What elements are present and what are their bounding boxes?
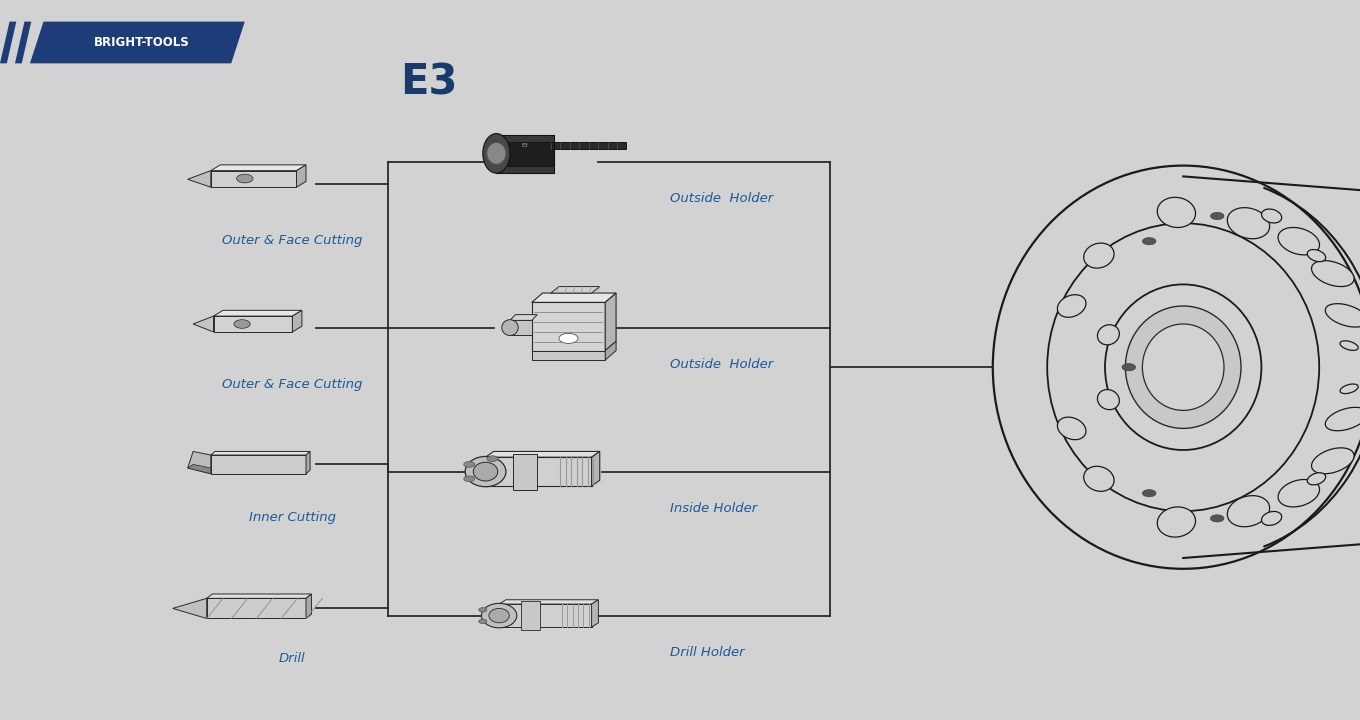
Text: Inside Holder: Inside Holder — [670, 502, 758, 515]
Ellipse shape — [1278, 480, 1319, 507]
Polygon shape — [496, 166, 554, 173]
Polygon shape — [496, 135, 554, 142]
Ellipse shape — [481, 603, 517, 628]
Polygon shape — [592, 451, 600, 486]
Text: Outer & Face Cutting: Outer & Face Cutting — [222, 378, 363, 391]
Ellipse shape — [993, 166, 1360, 569]
Ellipse shape — [1340, 384, 1359, 394]
Ellipse shape — [490, 608, 509, 623]
Ellipse shape — [473, 462, 498, 481]
Polygon shape — [292, 310, 302, 332]
Ellipse shape — [1157, 197, 1195, 228]
Polygon shape — [173, 598, 207, 618]
Ellipse shape — [1098, 325, 1119, 345]
Polygon shape — [306, 451, 310, 474]
Polygon shape — [510, 320, 532, 335]
Circle shape — [1210, 515, 1224, 522]
Ellipse shape — [1325, 304, 1360, 327]
Ellipse shape — [465, 456, 506, 487]
Polygon shape — [486, 457, 592, 486]
Ellipse shape — [1047, 223, 1319, 511]
Text: Outer & Face Cutting: Outer & Face Cutting — [222, 234, 363, 247]
Circle shape — [479, 619, 487, 624]
Text: Inner Cutting: Inner Cutting — [249, 511, 336, 524]
Ellipse shape — [1126, 306, 1240, 428]
Ellipse shape — [1311, 448, 1355, 474]
Text: Outside  Holder: Outside Holder — [670, 358, 774, 371]
Ellipse shape — [1084, 467, 1114, 491]
Circle shape — [479, 608, 487, 612]
Text: Drill Holder: Drill Holder — [670, 646, 745, 659]
Ellipse shape — [487, 143, 506, 164]
Ellipse shape — [502, 320, 518, 336]
Circle shape — [1210, 212, 1224, 220]
Circle shape — [1142, 490, 1156, 497]
Ellipse shape — [483, 134, 510, 173]
Polygon shape — [188, 451, 211, 474]
Polygon shape — [188, 464, 211, 474]
Polygon shape — [211, 171, 296, 187]
Polygon shape — [214, 316, 292, 332]
Ellipse shape — [1084, 243, 1114, 268]
Polygon shape — [30, 22, 245, 63]
Polygon shape — [605, 293, 616, 351]
Text: BRIGHT-TOOLS: BRIGHT-TOOLS — [94, 36, 189, 49]
Polygon shape — [548, 142, 626, 149]
Ellipse shape — [1307, 250, 1326, 261]
Ellipse shape — [1262, 209, 1281, 223]
Circle shape — [1142, 238, 1156, 245]
Ellipse shape — [1157, 507, 1195, 537]
Polygon shape — [211, 455, 306, 474]
Polygon shape — [605, 341, 616, 360]
Polygon shape — [188, 171, 211, 187]
Polygon shape — [214, 310, 302, 316]
Ellipse shape — [1340, 341, 1359, 351]
Ellipse shape — [1311, 261, 1355, 287]
Ellipse shape — [1325, 408, 1360, 431]
Polygon shape — [510, 315, 537, 320]
Circle shape — [559, 333, 578, 343]
Ellipse shape — [1227, 207, 1270, 239]
Ellipse shape — [1057, 294, 1087, 318]
Polygon shape — [521, 601, 540, 630]
Polygon shape — [0, 22, 16, 63]
Circle shape — [464, 476, 475, 482]
Polygon shape — [499, 600, 598, 604]
Polygon shape — [532, 293, 616, 302]
Circle shape — [487, 456, 498, 462]
Ellipse shape — [1104, 284, 1262, 450]
Ellipse shape — [1262, 511, 1281, 526]
Polygon shape — [499, 604, 592, 627]
Circle shape — [464, 462, 475, 467]
Ellipse shape — [1307, 473, 1326, 485]
Polygon shape — [496, 135, 554, 173]
Ellipse shape — [1278, 228, 1319, 255]
Text: E3: E3 — [400, 62, 457, 104]
Polygon shape — [532, 351, 605, 360]
Polygon shape — [15, 22, 31, 63]
Circle shape — [237, 174, 253, 183]
Polygon shape — [211, 165, 306, 171]
Text: Outside  Holder: Outside Holder — [670, 192, 774, 205]
Polygon shape — [296, 165, 306, 187]
Ellipse shape — [1227, 495, 1270, 527]
Polygon shape — [193, 316, 214, 332]
Text: E3: E3 — [521, 143, 529, 148]
Ellipse shape — [1142, 324, 1224, 410]
Polygon shape — [306, 594, 311, 618]
Ellipse shape — [1057, 417, 1087, 440]
Ellipse shape — [1098, 390, 1119, 410]
Polygon shape — [513, 454, 537, 490]
Polygon shape — [551, 287, 600, 293]
Polygon shape — [486, 451, 600, 457]
Polygon shape — [207, 594, 311, 598]
Text: Drill: Drill — [279, 652, 306, 665]
Circle shape — [234, 320, 250, 328]
Polygon shape — [207, 598, 306, 618]
Circle shape — [1122, 364, 1136, 371]
Polygon shape — [592, 600, 598, 627]
Polygon shape — [211, 451, 310, 455]
Polygon shape — [532, 302, 605, 351]
